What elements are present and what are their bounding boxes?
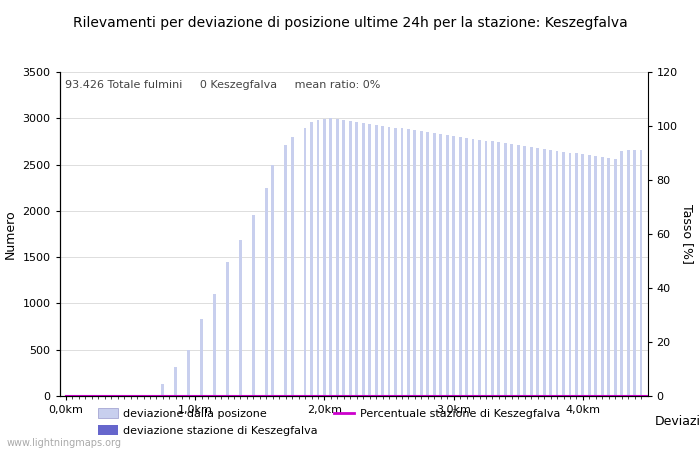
Bar [484, 140, 487, 396]
Bar [381, 126, 384, 396]
Bar [452, 136, 455, 396]
Bar [349, 121, 351, 396]
Bar [362, 123, 365, 396]
Bar [440, 134, 442, 396]
Bar [524, 146, 526, 396]
Y-axis label: Numero: Numero [4, 209, 17, 259]
Bar [162, 384, 164, 396]
Text: www.lightningmaps.org: www.lightningmaps.org [7, 438, 122, 448]
Bar [323, 119, 326, 396]
Bar [252, 215, 255, 396]
Bar [582, 154, 584, 396]
Bar [517, 145, 519, 396]
Bar [342, 120, 345, 396]
Bar [472, 139, 475, 396]
Bar [226, 262, 229, 396]
Bar [304, 127, 307, 396]
Y-axis label: Tasso [%]: Tasso [%] [681, 204, 694, 264]
Bar [336, 119, 339, 396]
Bar [491, 141, 494, 396]
Bar [400, 128, 403, 396]
Bar [316, 120, 319, 396]
Bar [188, 350, 190, 396]
Bar [633, 150, 636, 396]
Bar [290, 137, 293, 396]
Bar [575, 153, 578, 396]
Legend: deviazione dalla posizone, deviazione stazione di Keszegfalva, Percentuale stazi: deviazione dalla posizone, deviazione st… [93, 404, 565, 440]
Bar [549, 150, 552, 396]
Bar [433, 133, 435, 396]
Bar [614, 159, 617, 396]
Text: Deviazioni: Deviazioni [654, 415, 700, 428]
Bar [626, 150, 629, 396]
Bar [310, 122, 313, 396]
Bar [200, 319, 203, 396]
Bar [465, 138, 468, 396]
Bar [388, 126, 391, 396]
Bar [407, 130, 410, 396]
Bar [239, 240, 242, 396]
Bar [588, 155, 591, 396]
Bar [446, 135, 449, 396]
Text: 93.426 Totale fulmini     0 Keszegfalva     mean ratio: 0%: 93.426 Totale fulmini 0 Keszegfalva mean… [65, 80, 381, 90]
Bar [510, 144, 513, 396]
Bar [542, 149, 545, 396]
Bar [498, 142, 500, 396]
Bar [568, 153, 571, 396]
Bar [368, 124, 371, 396]
Bar [426, 132, 429, 396]
Bar [536, 148, 539, 396]
Text: Rilevamenti per deviazione di posizione ultime 24h per la stazione: Keszegfalva: Rilevamenti per deviazione di posizione … [73, 16, 627, 30]
Bar [620, 151, 623, 396]
Bar [414, 130, 416, 396]
Bar [420, 131, 423, 396]
Bar [356, 122, 358, 396]
Bar [213, 294, 216, 396]
Bar [562, 152, 565, 396]
Bar [272, 165, 274, 396]
Bar [478, 140, 481, 396]
Bar [174, 367, 177, 396]
Bar [458, 137, 461, 396]
Bar [594, 156, 597, 396]
Bar [504, 143, 507, 396]
Bar [530, 147, 533, 396]
Bar [601, 157, 603, 396]
Bar [556, 151, 559, 396]
Bar [394, 127, 397, 396]
Bar [265, 188, 267, 396]
Bar [330, 118, 332, 396]
Bar [640, 150, 643, 396]
Bar [374, 125, 377, 396]
Bar [284, 145, 287, 396]
Bar [608, 158, 610, 396]
